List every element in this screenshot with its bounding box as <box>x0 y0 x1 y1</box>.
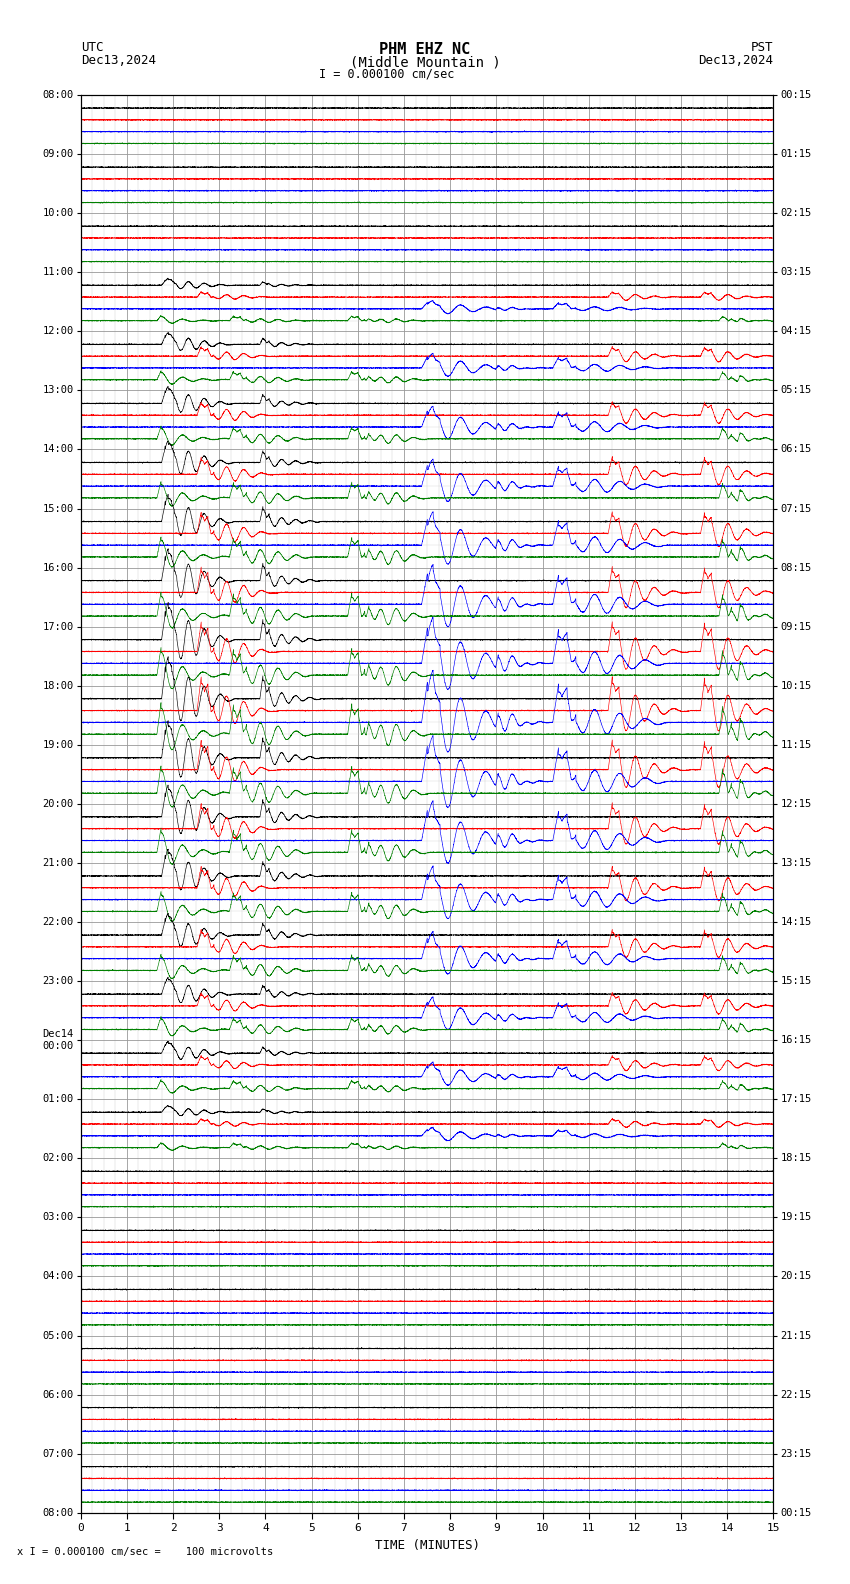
X-axis label: TIME (MINUTES): TIME (MINUTES) <box>375 1538 479 1552</box>
Text: UTC: UTC <box>81 41 103 54</box>
Text: PST: PST <box>751 41 774 54</box>
Text: x I = 0.000100 cm/sec =    100 microvolts: x I = 0.000100 cm/sec = 100 microvolts <box>17 1548 273 1557</box>
Text: (Middle Mountain ): (Middle Mountain ) <box>349 55 501 70</box>
Text: Dec13,2024: Dec13,2024 <box>699 54 774 67</box>
Text: PHM EHZ NC: PHM EHZ NC <box>379 43 471 57</box>
Text: I = 0.000100 cm/sec: I = 0.000100 cm/sec <box>319 68 455 81</box>
Text: Dec13,2024: Dec13,2024 <box>81 54 156 67</box>
